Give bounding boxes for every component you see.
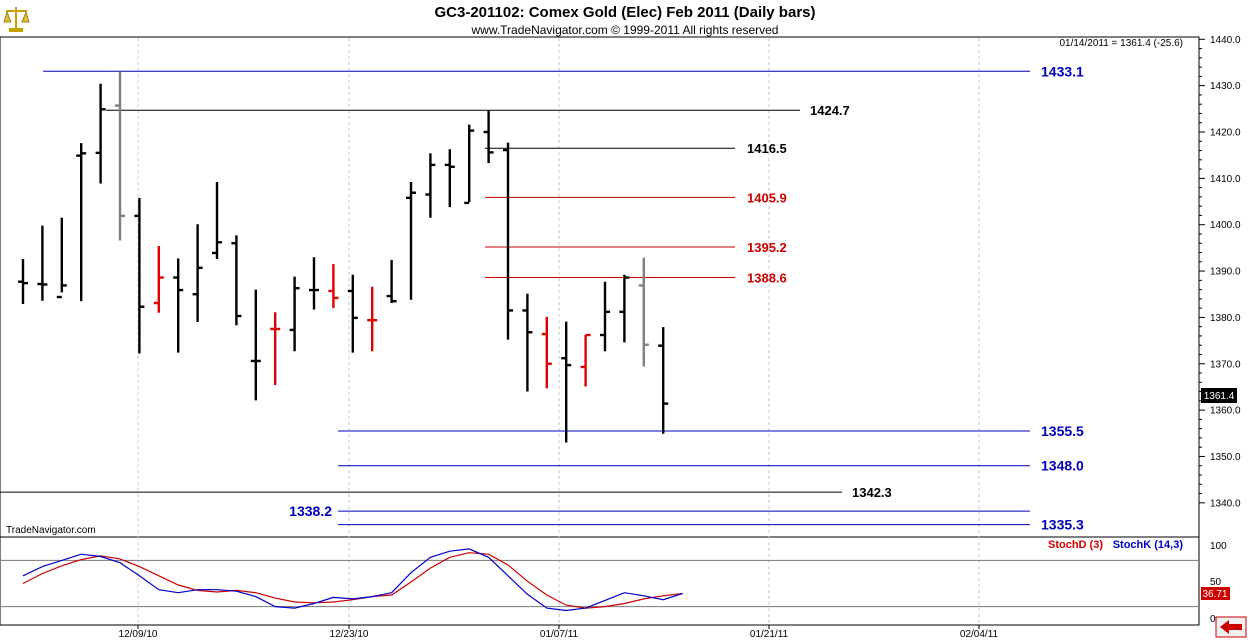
ohlc-bar [192, 224, 203, 323]
ohlc-bar [231, 235, 242, 326]
left-arrow-icon[interactable] [1215, 616, 1247, 638]
price-tick-label: 1420.0 [1210, 128, 1241, 139]
last-price-label: 1361.4 [1204, 391, 1235, 402]
ohlc-bar [76, 143, 87, 302]
ohlc-bar [347, 274, 358, 353]
price-tick-label: 1430.0 [1210, 81, 1241, 92]
stochk-legend: StochK (14,3) [1113, 539, 1184, 551]
last-price-marker: 1361.4 [1201, 388, 1237, 403]
price-level-label: 1416.5 [747, 141, 787, 156]
ohlc-bar [561, 321, 572, 443]
ohlc-bar [37, 225, 48, 301]
ohlc-bar [522, 293, 533, 392]
price-tick-label: 1410.0 [1210, 174, 1241, 185]
chart-title: GC3-201102: Comex Gold (Elec) Feb 2011 (… [435, 4, 816, 21]
ohlc-bar [309, 257, 319, 310]
ohlc-bar [153, 246, 164, 313]
price-tick-label: 1380.0 [1210, 313, 1241, 324]
ohlc-bar [250, 289, 261, 401]
ohlc-bar [406, 182, 416, 300]
price-level-label: 1342.3 [852, 485, 892, 500]
stoch-tick-50: 50 [1210, 577, 1222, 588]
ohlc-bar [464, 124, 475, 205]
date-tick-label: 01/07/11 [540, 629, 579, 640]
stochd-legend: StochD (3) [1048, 539, 1103, 551]
date-tick-label: 01/21/11 [750, 629, 789, 640]
ohlc-bar [56, 217, 67, 299]
price-tick-label: 1400.0 [1210, 220, 1241, 231]
price-tick-label: 1350.0 [1210, 452, 1241, 463]
price-level-label: 1405.9 [747, 190, 787, 205]
ohlc-bar [619, 274, 630, 343]
ohlc-bars [18, 71, 669, 443]
ohlc-bar [115, 71, 125, 241]
ohlc-bar [580, 333, 591, 387]
ohlc-bar [425, 153, 436, 218]
ohlc-bar [328, 264, 339, 309]
price-tick-label: 1440.0 [1210, 35, 1241, 46]
price-tick-label: 1390.0 [1210, 267, 1241, 278]
ohlc-bar [541, 316, 552, 389]
price-tick-label: 1340.0 [1210, 498, 1241, 509]
indicator-panel-frame [0, 536, 1200, 626]
price-level-label: 1424.7 [810, 103, 850, 118]
price-level-label: 1388.6 [747, 271, 787, 286]
stoch-series-line [22, 552, 683, 609]
ohlc-bar [638, 257, 649, 367]
ohlc-bar [444, 149, 455, 208]
stochastic-panel [0, 548, 1199, 612]
date-tick-label: 12/09/10 [119, 629, 158, 640]
price-panel-frame [0, 36, 1200, 538]
ohlc-bar [289, 276, 300, 352]
stoch-current-marker: 36.71 [1201, 587, 1230, 600]
price-tick-label: 1360.0 [1210, 406, 1241, 417]
ohlc-bar [503, 142, 513, 340]
ohlc-bar [483, 110, 494, 164]
chart-subtitle: www.TradeNavigator.com © 1999-2011 All r… [471, 23, 779, 37]
stoch-series-line [22, 548, 683, 612]
stoch-tick-100: 100 [1210, 541, 1227, 552]
ohlc-bar [173, 258, 184, 353]
date-tick-label: 12/23/10 [330, 629, 369, 640]
ohlc-bar [386, 259, 397, 304]
scales-of-justice-icon [3, 7, 30, 32]
stoch-current-label: 36.71 [1202, 589, 1227, 600]
price-level-label: 1355.5 [1041, 423, 1084, 439]
ohlc-bar [658, 327, 669, 434]
price-level-label: 1433.1 [1041, 63, 1084, 79]
logo [3, 7, 30, 32]
price-level-label: 1338.2 [289, 503, 332, 519]
ohlc-bar [270, 312, 281, 386]
ohlc-bar [600, 281, 610, 352]
ohlc-bar [95, 83, 106, 184]
price-axis: 1440.0 1430.0 1420.0 1410.0 1400.0 1390.0 1380… [1199, 35, 1241, 509]
price-level-label: 1348.0 [1041, 458, 1084, 474]
date-axis: 12/09/10 12/23/10 01/07/11 01/21/11 02/04/11 [119, 625, 999, 640]
stoch-tick-0: 0 [1210, 614, 1216, 625]
price-level-label: 1335.3 [1041, 517, 1084, 533]
ohlc-bar [212, 182, 222, 259]
ohlc-bar [18, 258, 28, 304]
price-level-label: 1395.2 [747, 240, 787, 255]
ohlc-bar [134, 197, 145, 354]
price-levels: 1433.1 1424.7 1416.5 1405.9 1395.2 1388.6 1355… [0, 63, 1084, 533]
grid-lines [137, 38, 980, 624]
date-tick-label: 02/04/11 [960, 629, 999, 640]
watermark: TradeNavigator.com [6, 525, 96, 536]
ohlc-bar [367, 286, 378, 352]
price-tick-label: 1370.0 [1210, 359, 1241, 370]
quote-line: 01/14/2011 = 1361.4 (-25.6) [1059, 38, 1183, 49]
